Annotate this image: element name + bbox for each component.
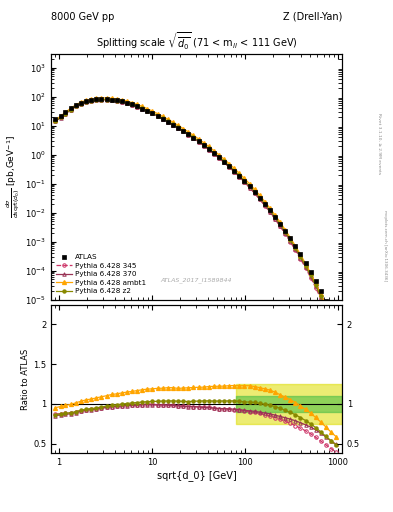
Pythia 6.428 370 — [104, 97, 109, 103]
Line: Pythia 6.428 370: Pythia 6.428 370 — [53, 98, 338, 335]
Pythia 6.428 ambt1 — [217, 152, 221, 158]
Pythia 6.428 345 — [58, 114, 63, 120]
ATLAS — [334, 321, 338, 327]
ATLAS — [160, 116, 165, 122]
Text: ATLAS_2017_I1589844: ATLAS_2017_I1589844 — [161, 277, 232, 283]
Line: ATLAS: ATLAS — [53, 97, 338, 326]
Pythia 6.428 370 — [232, 169, 237, 175]
ATLAS — [232, 168, 237, 174]
Pythia 6.428 z2 — [104, 96, 109, 102]
Pythia 6.428 345 — [217, 155, 221, 161]
Pythia 6.428 345 — [160, 116, 165, 122]
Pythia 6.428 370 — [273, 216, 277, 222]
Pythia 6.428 z2 — [232, 167, 237, 174]
Legend: ATLAS, Pythia 6.428 345, Pythia 6.428 370, Pythia 6.428 ambt1, Pythia 6.428 z2: ATLAS, Pythia 6.428 345, Pythia 6.428 37… — [55, 252, 147, 296]
Line: Pythia 6.428 ambt1: Pythia 6.428 ambt1 — [53, 96, 338, 333]
Pythia 6.428 370 — [160, 116, 165, 122]
Pythia 6.428 345 — [273, 216, 277, 222]
Title: Splitting scale $\sqrt{\overline{d_0}}$ (71 < m$_{ll}$ < 111 GeV): Splitting scale $\sqrt{\overline{d_0}}$ … — [95, 31, 298, 52]
X-axis label: sqrt{d_0} [GeV]: sqrt{d_0} [GeV] — [157, 470, 236, 481]
Y-axis label: Ratio to ATLAS: Ratio to ATLAS — [21, 348, 30, 410]
Pythia 6.428 ambt1 — [273, 212, 277, 218]
Bar — [51, 305, 342, 453]
Pythia 6.428 z2 — [217, 154, 221, 160]
ATLAS — [217, 154, 221, 160]
Pythia 6.428 ambt1 — [53, 117, 58, 123]
ATLAS — [58, 113, 63, 119]
Pythia 6.428 ambt1 — [232, 165, 237, 172]
Pythia 6.428 z2 — [53, 118, 58, 124]
Pythia 6.428 370 — [217, 155, 221, 161]
Pythia 6.428 370 — [53, 118, 58, 124]
Pythia 6.428 z2 — [160, 115, 165, 121]
Pythia 6.428 345 — [53, 118, 58, 124]
Text: Z (Drell-Yan): Z (Drell-Yan) — [283, 11, 342, 22]
Pythia 6.428 z2 — [58, 114, 63, 120]
Pythia 6.428 ambt1 — [242, 176, 247, 182]
Pythia 6.428 ambt1 — [104, 95, 109, 101]
Text: mcplots.cern.ch [arXiv:1306.3436]: mcplots.cern.ch [arXiv:1306.3436] — [383, 210, 387, 281]
Text: 8000 GeV pp: 8000 GeV pp — [51, 11, 114, 22]
Text: Rivet 3.1.10, ≥ 2.9M events: Rivet 3.1.10, ≥ 2.9M events — [377, 113, 381, 174]
Y-axis label: $\frac{d\sigma}{d\mathrm{sqrt}(d_0)}$ [pb,GeV$^{-1}$]: $\frac{d\sigma}{d\mathrm{sqrt}(d_0)}$ [p… — [5, 135, 22, 218]
Pythia 6.428 ambt1 — [58, 113, 63, 119]
Pythia 6.428 370 — [334, 330, 338, 336]
Pythia 6.428 345 — [104, 97, 109, 103]
Pythia 6.428 z2 — [334, 330, 338, 336]
Pythia 6.428 370 — [58, 115, 63, 121]
Pythia 6.428 370 — [242, 179, 247, 185]
ATLAS — [273, 214, 277, 220]
Pythia 6.428 z2 — [273, 214, 277, 220]
Pythia 6.428 z2 — [242, 178, 247, 184]
Pythia 6.428 ambt1 — [160, 113, 165, 119]
Pythia 6.428 345 — [242, 179, 247, 185]
ATLAS — [99, 96, 104, 102]
ATLAS — [242, 178, 247, 184]
Line: Pythia 6.428 z2: Pythia 6.428 z2 — [54, 98, 338, 335]
Pythia 6.428 345 — [232, 169, 237, 175]
Pythia 6.428 ambt1 — [334, 328, 338, 334]
Line: Pythia 6.428 345: Pythia 6.428 345 — [53, 98, 338, 337]
Pythia 6.428 345 — [334, 333, 338, 339]
ATLAS — [53, 116, 58, 122]
